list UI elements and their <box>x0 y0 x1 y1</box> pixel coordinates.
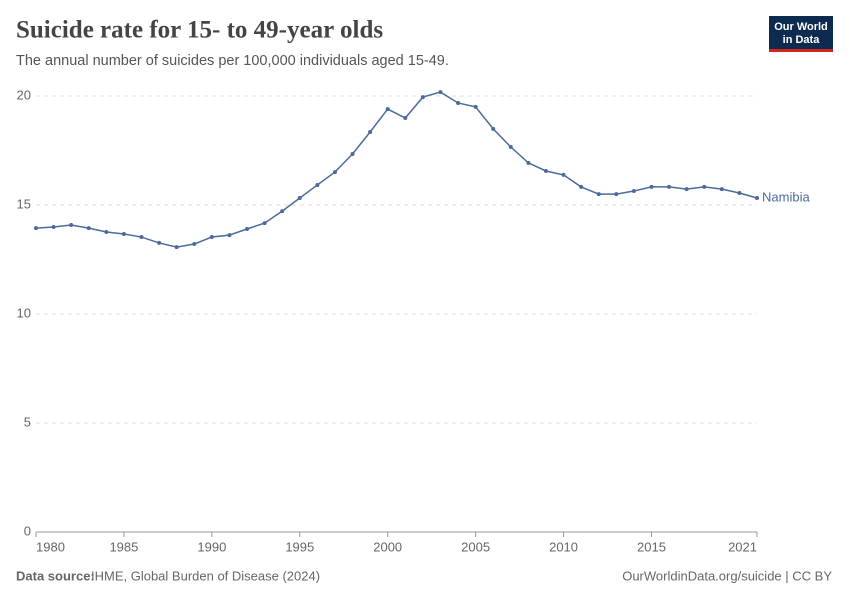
data-point <box>245 226 250 231</box>
y-tick-label: 15 <box>17 196 31 211</box>
x-tick-label: 1990 <box>197 539 226 554</box>
data-point <box>649 184 654 189</box>
data-point <box>579 184 584 189</box>
data-point <box>69 223 74 228</box>
data-point <box>702 184 707 189</box>
logo-bar <box>769 49 833 52</box>
chart-subtitle: The annual number of suicides per 100,00… <box>16 53 449 69</box>
data-point <box>174 245 179 250</box>
data-point <box>456 100 461 105</box>
data-point <box>368 129 373 134</box>
x-tick-label: 1980 <box>36 539 65 554</box>
logo-text: Our World <box>774 21 828 33</box>
y-tick-label: 20 <box>17 87 31 102</box>
x-tick-label: 1995 <box>285 539 314 554</box>
y-tick-label: 10 <box>17 305 31 320</box>
data-point <box>491 126 496 131</box>
source-label: Data source: <box>16 568 95 583</box>
data-point <box>227 233 232 238</box>
x-tick-label: 2010 <box>549 539 578 554</box>
data-point <box>508 145 513 150</box>
x-tick-label: 1985 <box>109 539 138 554</box>
data-point <box>614 192 619 197</box>
data-point <box>51 225 56 230</box>
data-point <box>350 151 355 156</box>
data-point <box>719 187 724 192</box>
data-point <box>315 182 320 187</box>
data-point <box>209 235 214 240</box>
logo-text: in Data <box>783 34 821 46</box>
data-point <box>297 196 302 201</box>
data-point <box>157 240 162 245</box>
data-point <box>526 160 531 165</box>
series-line <box>35 91 758 248</box>
data-point <box>385 107 390 112</box>
data-point <box>280 209 285 214</box>
data-point <box>543 168 548 173</box>
data-point <box>192 242 197 247</box>
y-tick-label: 0 <box>24 523 31 538</box>
x-tick-label: 2015 <box>637 539 666 554</box>
data-point <box>596 192 601 197</box>
data-point <box>403 116 408 121</box>
data-point <box>438 90 443 95</box>
data-point <box>473 104 478 109</box>
data-point <box>755 196 759 201</box>
data-point <box>104 230 109 235</box>
data-point <box>262 221 267 226</box>
data-point <box>737 191 742 196</box>
data-point <box>420 95 425 100</box>
data-point <box>631 189 636 194</box>
data-point <box>121 231 126 236</box>
logo-box <box>769 16 833 52</box>
x-tick-label: 2005 <box>461 539 490 554</box>
data-point <box>86 226 91 231</box>
chart-title: Suicide rate for 15- to 49-year olds <box>16 17 383 44</box>
series-label: Namibia <box>762 189 810 204</box>
data-point <box>667 184 672 189</box>
credit[interactable]: OurWorldinData.org/suicide | CC BY <box>622 568 832 583</box>
x-tick-label: 2021 <box>728 539 757 554</box>
data-point <box>332 170 337 175</box>
source: IHME, Global Burden of Disease (2024) <box>91 568 320 583</box>
y-tick-label: 5 <box>24 414 31 429</box>
data-point <box>34 226 38 231</box>
data-point <box>684 187 689 192</box>
logo[interactable]: Our World in Data <box>769 16 833 52</box>
x-tick-label: 2000 <box>373 539 402 554</box>
data-point <box>561 172 566 177</box>
data-point <box>139 235 144 240</box>
